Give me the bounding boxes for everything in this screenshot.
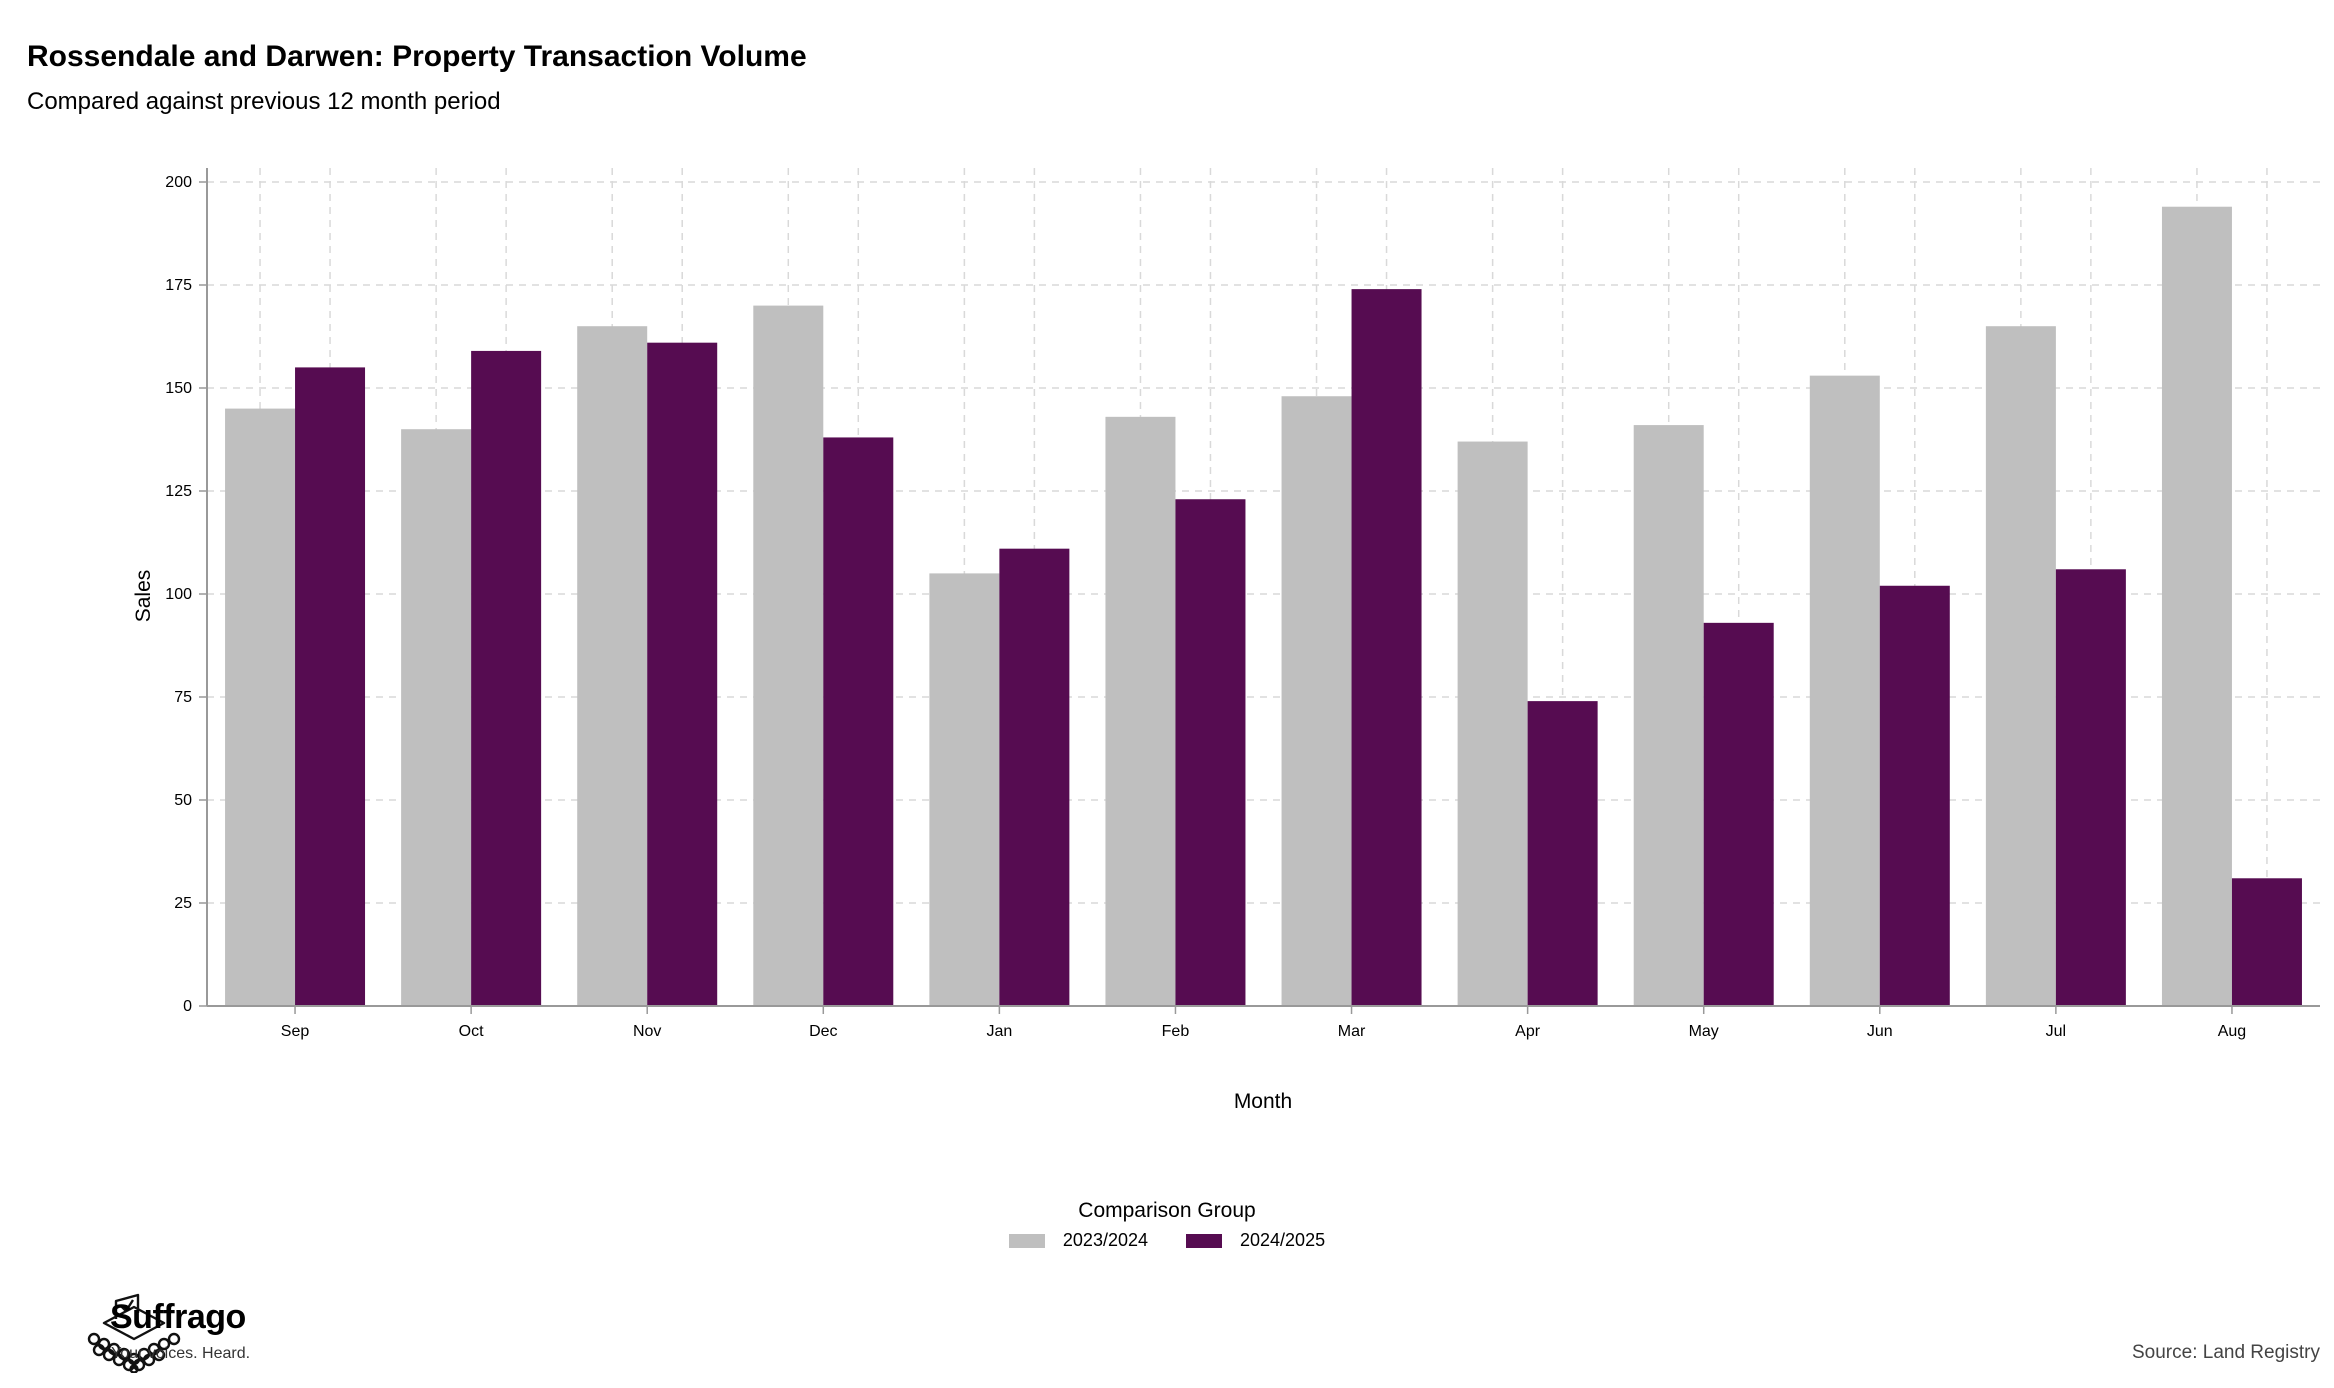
legend-label-2024-2025: 2024/2025 (1240, 1230, 1326, 1250)
bar-2023-2024-feb (1105, 416, 1176, 1007)
bar-2024-2025-mar (1351, 289, 1422, 1006)
y-tick-label: 200 (165, 174, 192, 191)
x-tick-label: Jun (1867, 1023, 1893, 1040)
legend-item-2024-2025: 2024/2025 (1186, 1230, 1325, 1251)
bar-2023-2024-mar (1281, 396, 1352, 1006)
bar-2023-2024-sep (225, 408, 296, 1007)
bar-2023-2024-oct (401, 429, 472, 1006)
brand-name: Suffrago (110, 1298, 246, 1336)
bar-2023-2024-jun (1809, 375, 1880, 1006)
x-axis-title: Month (1234, 1090, 1292, 1113)
bar-2023-2024-dec (753, 305, 824, 1007)
bars (225, 206, 2302, 1007)
chart-subtitle: Compared against previous 12 month perio… (27, 88, 501, 115)
bar-2024-2025-dec (823, 437, 894, 1006)
x-tick-label: Dec (809, 1023, 837, 1040)
bar-2024-2025-nov (647, 342, 718, 1006)
bar-2024-2025-apr (1527, 701, 1598, 1006)
y-tick-label: 75 (174, 689, 192, 706)
legend-swatch-2023-2024 (1008, 1233, 1045, 1248)
x-tick-label: Nov (633, 1023, 661, 1040)
bar-2023-2024-aug (2161, 206, 2232, 1007)
legend-label-2023-2024: 2023/2024 (1062, 1230, 1148, 1250)
x-tick-label: Jul (2046, 1023, 2066, 1040)
bar-2024-2025-aug (2231, 878, 2302, 1006)
y-axis-title: Sales (132, 570, 155, 623)
source-note: Source: Land Registry (2132, 1342, 2320, 1363)
y-tick-label: 0 (183, 998, 192, 1015)
bar-2024-2025-jan (999, 548, 1070, 1006)
y-tick-label: 25 (174, 895, 192, 912)
bar-2023-2024-nov (577, 326, 648, 1006)
x-tick-label: Apr (1515, 1023, 1541, 1040)
legend-title: Comparison Group (1078, 1199, 1256, 1222)
legend: 2023/2024 2024/2025 (0, 1230, 2334, 1251)
x-tick-label: Mar (1338, 1023, 1366, 1040)
y-tick-label: 175 (165, 277, 192, 294)
legend-swatch-2024-2025 (1186, 1233, 1222, 1248)
x-tick-label: Feb (1162, 1023, 1190, 1040)
y-tick-label: 50 (174, 792, 192, 809)
bar-2024-2025-oct (471, 350, 542, 1006)
y-tick-label: 125 (165, 483, 192, 500)
y-tick-label: 100 (165, 586, 192, 603)
bar-2024-2025-feb (1175, 499, 1246, 1006)
x-tick-label: Oct (459, 1023, 484, 1040)
bar-2023-2024-may (1633, 425, 1704, 1007)
x-tick-label: Aug (2218, 1023, 2246, 1040)
ballot-box-icon (87, 1293, 181, 1373)
chart-title: Rossendale and Darwen: Property Transact… (27, 40, 807, 73)
bar-chart: 0 25 50 75 100 125 150 175 200 Sep Oct Nov Dec Jan Feb… (132, 168, 2320, 1113)
x-tick-label: Sep (281, 1023, 310, 1040)
tick-labels: 0 25 50 75 100 125 150 175 200 Sep Oct Nov Dec Jan Feb… (165, 174, 2246, 1040)
axes (199, 168, 2320, 1014)
brand-tagline: Your voices. Heard. (111, 1345, 251, 1362)
bar-2024-2025-jun (1879, 585, 1950, 1006)
bar-2024-2025-sep (295, 367, 366, 1006)
bar-2023-2024-jan (929, 573, 1000, 1006)
bar-2024-2025-may (1703, 622, 1774, 1006)
x-tick-label: Jan (986, 1023, 1012, 1040)
bar-2023-2024-jul (1985, 326, 2056, 1006)
x-tick-label: May (1689, 1023, 1719, 1040)
bar-2024-2025-jul (2055, 569, 2126, 1006)
y-tick-label: 150 (165, 380, 192, 397)
bar-2023-2024-apr (1457, 441, 1528, 1006)
legend-item-2023-2024: 2023/2024 (1008, 1230, 1148, 1251)
